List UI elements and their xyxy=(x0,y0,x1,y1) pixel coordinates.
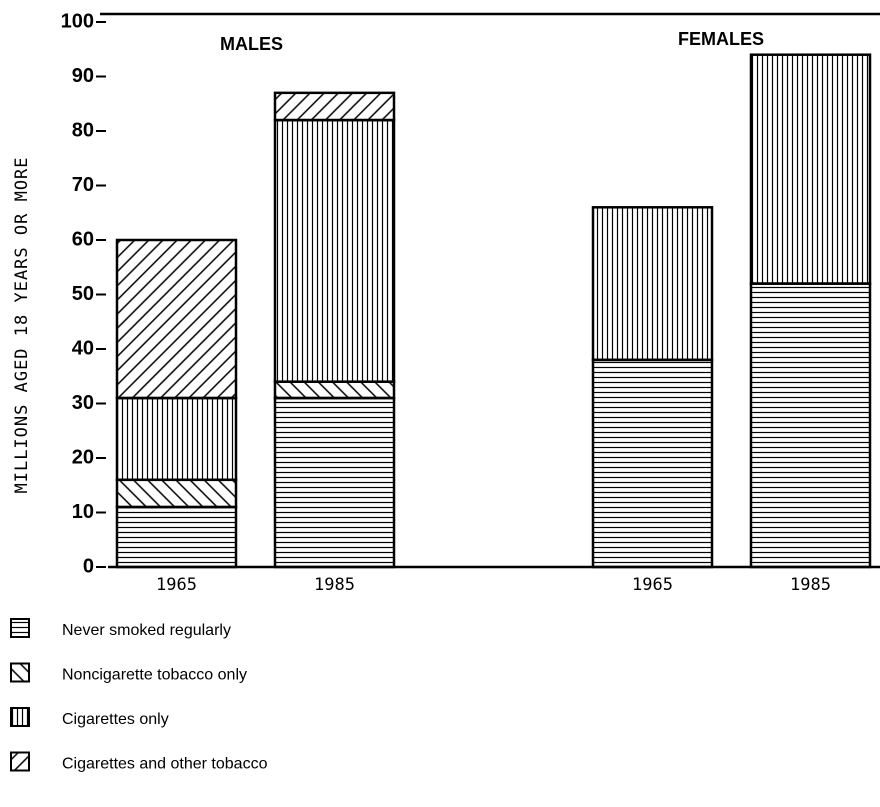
bar-segment xyxy=(591,358,714,569)
legend-swatch xyxy=(10,662,30,683)
bar-segment xyxy=(115,396,238,482)
x-tick-label: 1965 xyxy=(632,575,673,595)
y-tick-label: 60 xyxy=(72,228,94,250)
x-tick-label: 1985 xyxy=(790,575,831,595)
y-tick-label: 30 xyxy=(72,392,94,414)
x-tick-label: 1985 xyxy=(314,575,355,595)
group-label: FEMALES xyxy=(678,29,764,49)
y-tick-label: 0 xyxy=(83,555,94,577)
bar-segment xyxy=(591,206,714,362)
y-tick-label: 100 xyxy=(61,10,94,32)
bar-segment xyxy=(273,396,396,569)
x-tick-label: 1965 xyxy=(156,575,197,595)
y-tick-label: 20 xyxy=(72,446,94,468)
legend-label: Never smoked regularly xyxy=(62,622,231,639)
legend-swatch xyxy=(10,707,30,727)
y-tick-label: 40 xyxy=(72,337,94,359)
y-tick-label: 50 xyxy=(72,283,94,305)
legend-label: Noncigarette tobacco only xyxy=(62,667,247,684)
bar-segment xyxy=(273,91,396,122)
legend-label: Cigarettes only xyxy=(62,711,169,728)
bar-segment xyxy=(115,505,238,569)
y-tick-label: 10 xyxy=(72,501,94,523)
bar-segment xyxy=(273,380,396,400)
legend-swatch xyxy=(10,751,30,772)
bar-segment xyxy=(273,118,396,383)
y-tick-label: 90 xyxy=(72,65,94,87)
group-label: MALES xyxy=(220,34,283,54)
bar-segment xyxy=(115,238,238,400)
bar-segment xyxy=(749,282,872,569)
legend-label: Cigarettes and other tobacco xyxy=(62,756,268,773)
legend-swatch xyxy=(10,618,30,638)
bar-segment xyxy=(749,53,872,285)
bar-segment xyxy=(115,478,238,509)
y-tick-label: 80 xyxy=(72,119,94,141)
y-tick-label: 70 xyxy=(72,174,94,196)
y-axis-label: MILLIONS AGED 18 YEARS OR MORE xyxy=(12,156,32,493)
